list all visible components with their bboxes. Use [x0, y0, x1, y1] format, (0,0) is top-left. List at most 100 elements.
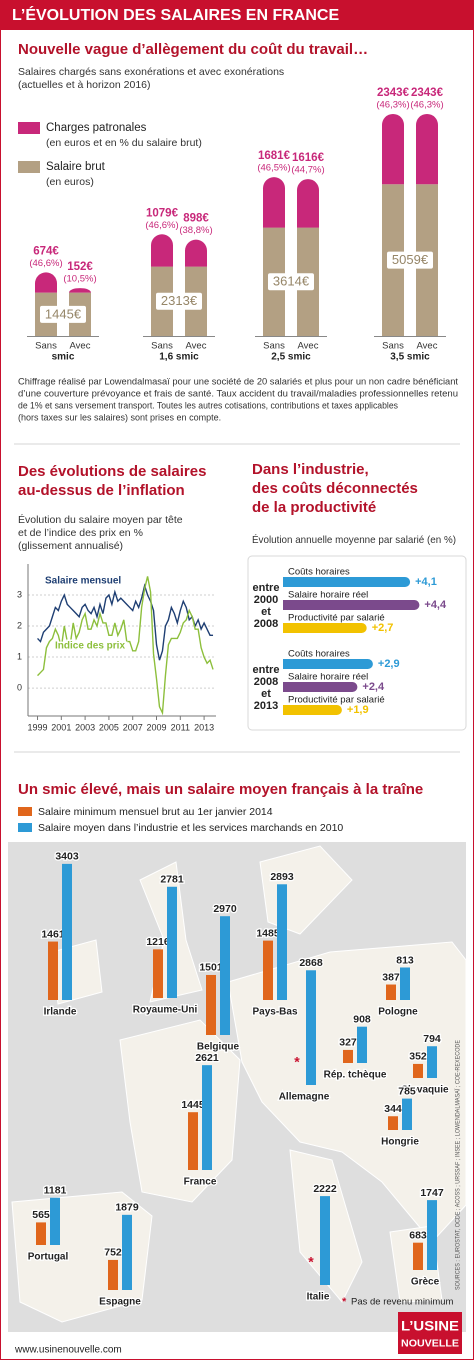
data-label: 352 [409, 1051, 427, 1063]
country-label: Slovaquie [401, 1085, 449, 1096]
data-label: 2222 [313, 1183, 337, 1195]
logo-box [398, 1312, 462, 1354]
data-label: 344 [384, 1103, 402, 1115]
country-label: Irlande [44, 1007, 77, 1018]
note-mark: * [342, 1296, 347, 1308]
logo-text: L’USINE [401, 1318, 459, 1334]
data-label: 565 [32, 1209, 50, 1221]
category-label: 2008 [254, 618, 278, 630]
data-label: +1,9 [347, 704, 369, 716]
x-tick-label: 2007 [123, 722, 143, 732]
data-label: 794 [423, 1033, 441, 1045]
data-label: +2,4 [362, 681, 385, 693]
label-box [40, 305, 86, 323]
country-label: Belgique [197, 1042, 240, 1053]
data-label: 683 [409, 1229, 427, 1241]
data-label: 2343€ [377, 87, 410, 99]
bar-segment [151, 234, 173, 267]
bar [413, 1063, 423, 1078]
bar [320, 1196, 330, 1285]
map-land [227, 941, 467, 1243]
subtitle: (actuelles et à horizon 2016) [18, 79, 151, 91]
bar [413, 1242, 423, 1270]
subtitle: et de l’indice des prix en % [18, 527, 143, 539]
legend-note: (en euros) [46, 176, 94, 188]
y-tick-label: 0 [17, 682, 22, 692]
page-title: L’ÉVOLUTION DES SALAIRES EN FRANCE [12, 5, 339, 24]
country-label: Royaume-Uni [133, 1005, 198, 1016]
data-label: 152€ [67, 261, 93, 273]
x-tick-label: 2009 [146, 722, 166, 732]
bar [277, 884, 287, 1000]
bar [122, 1214, 132, 1290]
label-box [156, 292, 202, 310]
legend-label: Salaire minimum mensuel brut au 1er janv… [38, 806, 273, 818]
data-label: 1747 [420, 1187, 444, 1199]
null-mark: * [308, 1254, 314, 1270]
legend-note: (en euros et en % du salaire brut) [46, 137, 202, 149]
x-tick-label: Sans [35, 341, 57, 352]
subtitle: Évolution du salaire moyen par tête [18, 513, 183, 526]
y-tick-label: 2 [17, 620, 22, 630]
y-tick-label: 3 [17, 589, 22, 599]
data-label: 3614€ [273, 274, 310, 289]
chart-frame [247, 555, 467, 731]
section-title: Des évolutions de salaires [18, 463, 206, 480]
data-label: 327 [339, 1037, 357, 1049]
label-box [268, 273, 314, 291]
logo-text: NOUVELLE [401, 1339, 459, 1350]
header-band [0, 0, 474, 30]
country-label: Hongrie [381, 1137, 419, 1148]
bar [283, 682, 358, 692]
x-tick-label: Sans [151, 341, 173, 352]
series-label: Productivité par salarié [288, 695, 385, 706]
x-tick-label: Avec [186, 341, 207, 352]
legend-swatch [18, 807, 32, 816]
data-label: (44,7%) [291, 165, 324, 176]
bar [402, 1098, 412, 1130]
bar [388, 1116, 398, 1130]
category-label: 2000 [254, 594, 278, 606]
footnote: d’une couverture prévoyance et frais de … [18, 388, 458, 398]
data-label: 2893 [270, 871, 294, 883]
legend-label: Salaire brut [46, 161, 106, 173]
data-label: 2970 [213, 903, 237, 915]
section-title: Un smic élevé, mais un salaire moyen fra… [18, 781, 423, 798]
data-label: 1181 [44, 1185, 67, 1197]
data-label: (46,3%) [410, 99, 443, 110]
bar [283, 705, 342, 715]
bar-segment [416, 113, 438, 185]
legend-label: Salaire moyen dans l’industrie et les se… [38, 822, 343, 834]
bar [283, 600, 420, 610]
x-tick-label: 2005 [99, 722, 119, 732]
data-label: 2781 [160, 874, 184, 886]
category-label: et [261, 688, 271, 700]
url: www.usinenouvelle.com [14, 1345, 122, 1356]
data-label: 3403 [55, 851, 79, 863]
bar [263, 940, 273, 1000]
bar-segment [297, 179, 319, 228]
data-label: 2343€ [411, 87, 444, 99]
subtitle: Salaires chargés sans exonérations et av… [18, 66, 284, 78]
bar [283, 577, 411, 587]
group-label: 2,5 smic [271, 352, 311, 363]
bar [188, 1112, 198, 1170]
subtitle: Évolution annuelle moyenne par salarié (… [252, 533, 456, 546]
bar [427, 1200, 437, 1270]
section-title: Dans l’industrie, [252, 461, 369, 478]
map [8, 842, 467, 1332]
bar [48, 941, 58, 1000]
data-label: 1079€ [146, 207, 179, 219]
bar [36, 1222, 46, 1245]
legend-swatch [18, 122, 40, 134]
label-box [387, 251, 433, 269]
section-title: au-dessus de l’inflation [18, 482, 185, 499]
data-label: 387 [382, 971, 400, 983]
footnote: (hors taxes sur les salaires) sont prise… [18, 412, 221, 422]
map-land [51, 939, 103, 1005]
country-label: Espagne [99, 1297, 141, 1308]
x-tick-label: Avec [417, 341, 438, 352]
data-label: 785 [398, 1085, 416, 1097]
footnote: de 1% et sans versement transport. Toute… [18, 400, 398, 410]
data-label: 1461 [41, 928, 65, 940]
